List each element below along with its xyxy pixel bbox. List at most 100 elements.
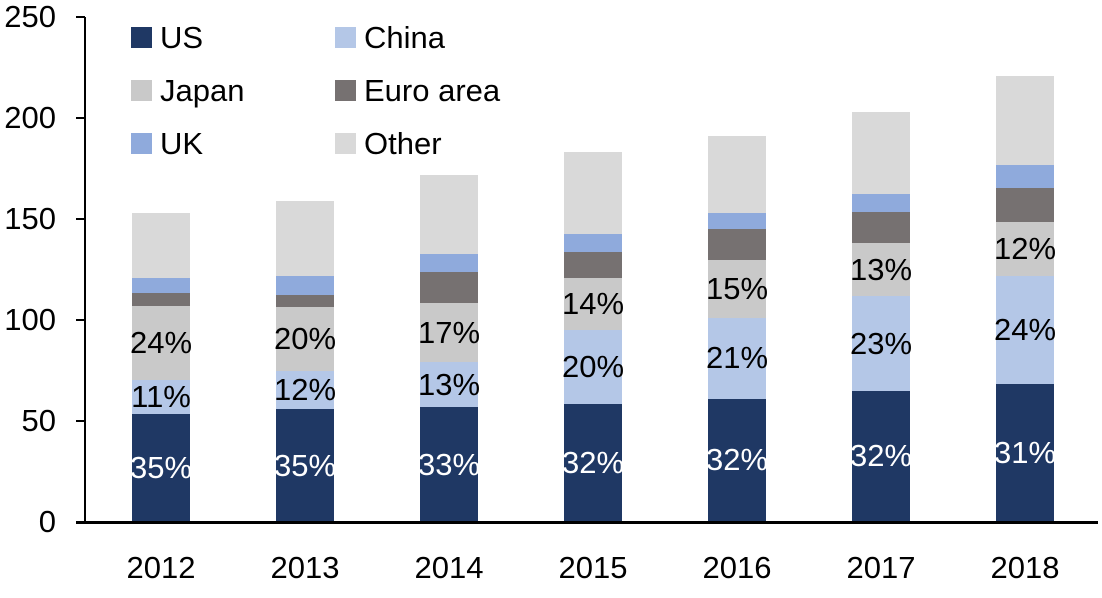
bar-segment-euro-area-2014 [420, 271, 478, 304]
x-axis-label-2017: 2017 [846, 550, 916, 585]
bar-value-label-china-2013: 12% [273, 372, 337, 408]
bar-value-label-china-2018: 24% [993, 311, 1057, 347]
x-axis-label-2014: 2014 [414, 550, 484, 585]
bar-value-label-us-2015: 32% [561, 444, 625, 480]
bar-segment-us-2012 [132, 413, 190, 522]
bar-value-label-japan-2017: 13% [849, 251, 913, 287]
bar-segment-china-2016 [708, 317, 766, 399]
y-tick-label: 150 [4, 201, 56, 236]
bar-value-label-us-2012: 35% [129, 449, 193, 485]
legend-swatch-japan [131, 80, 152, 101]
bar-segment-japan-2015 [564, 277, 622, 330]
bar-segment-uk-2018 [996, 165, 1054, 188]
bar-segment-euro-area-2013 [276, 295, 334, 307]
bar-value-label-china-2015: 20% [561, 348, 625, 384]
legend-label-china: China [364, 20, 445, 55]
bar-value-label-japan-2014: 17% [417, 314, 481, 350]
y-tick-mark [76, 117, 85, 119]
x-axis-label-2015: 2015 [558, 550, 628, 585]
bar-segment-uk-2015 [564, 233, 622, 253]
legend-swatch-us [131, 27, 152, 48]
legend-item-japan: Japan [131, 74, 335, 107]
bar-segment-other-2018 [996, 75, 1054, 166]
bar-segment-uk-2016 [708, 213, 766, 229]
legend-swatch-uk [131, 133, 152, 154]
bar-segment-other-2013 [276, 200, 334, 277]
bar-segment-china-2012 [132, 379, 190, 414]
bar-segment-us-2017 [852, 390, 910, 522]
bar-segment-euro-area-2017 [852, 212, 910, 244]
y-tick-label: 250 [4, 0, 56, 34]
bar-segment-japan-2012 [132, 305, 190, 380]
bar-segment-other-2016 [708, 136, 766, 214]
x-axis-line [76, 521, 1098, 524]
bar-value-label-china-2017: 23% [849, 325, 913, 361]
legend-label-japan: Japan [160, 73, 245, 108]
y-axis-line [84, 17, 86, 523]
bar-segment-japan-2016 [708, 259, 766, 318]
bar-segment-other-2014 [420, 174, 478, 255]
bar-segment-us-2014 [420, 407, 478, 522]
x-axis-label-2012: 2012 [126, 550, 196, 585]
x-axis-label-2018: 2018 [990, 550, 1060, 585]
bar-value-label-japan-2013: 20% [273, 320, 337, 356]
bar-segment-euro-area-2012 [132, 293, 190, 306]
bar-segment-uk-2014 [420, 254, 478, 272]
y-tick-label: 50 [21, 403, 56, 438]
bar-segment-us-2015 [564, 403, 622, 522]
bar-segment-us-2016 [708, 398, 766, 522]
y-tick-mark [76, 218, 85, 220]
bar-value-label-china-2012: 11% [131, 378, 191, 414]
y-tick-label: 0 [38, 504, 56, 539]
bar-segment-china-2017 [852, 296, 910, 391]
bar-segment-japan-2017 [852, 243, 910, 297]
bar-segment-china-2018 [996, 275, 1054, 384]
legend-item-us: US [131, 21, 335, 54]
bar-segment-other-2012 [132, 212, 190, 278]
bar-value-label-us-2016: 32% [705, 442, 769, 478]
bar-segment-euro-area-2015 [564, 252, 622, 278]
bar-value-label-china-2014: 13% [417, 366, 481, 402]
bar-value-label-us-2014: 33% [417, 446, 481, 482]
y-tick-label: 100 [4, 302, 56, 337]
bar-value-label-japan-2018: 12% [993, 230, 1057, 266]
legend-label-other: Other [364, 126, 442, 161]
bar-segment-euro-area-2018 [996, 187, 1054, 223]
bar-value-label-us-2013: 35% [273, 447, 337, 483]
bar-value-label-japan-2015: 14% [561, 285, 625, 321]
legend-item-other: Other [335, 127, 500, 160]
y-tick-label: 200 [4, 100, 56, 135]
legend-item-euro-area: Euro area [335, 74, 500, 107]
bar-segment-uk-2013 [276, 276, 334, 296]
y-tick-mark [76, 16, 85, 18]
bar-segment-china-2015 [564, 329, 622, 404]
bar-segment-china-2013 [276, 370, 334, 410]
chart-legend: US China Japan Euro area UK Other [131, 21, 500, 160]
legend-swatch-euro-area [335, 80, 356, 101]
bar-segment-japan-2018 [996, 222, 1054, 276]
bar-segment-japan-2013 [276, 306, 334, 371]
bar-segment-uk-2012 [132, 277, 190, 294]
bar-segment-other-2015 [564, 152, 622, 234]
x-axis-label-2013: 2013 [270, 550, 340, 585]
bar-segment-us-2018 [996, 383, 1054, 522]
bar-value-label-japan-2016: 15% [705, 270, 769, 306]
bar-segment-japan-2014 [420, 303, 478, 362]
bar-value-label-us-2018: 31% [993, 434, 1057, 470]
y-tick-mark [76, 319, 85, 321]
x-axis-label-2016: 2016 [702, 550, 772, 585]
bar-segment-uk-2017 [852, 193, 910, 213]
legend-swatch-china [335, 27, 356, 48]
bar-value-label-japan-2012: 24% [129, 324, 193, 360]
legend-swatch-other [335, 133, 356, 154]
bar-segment-us-2013 [276, 409, 334, 522]
legend-label-us: US [160, 20, 204, 55]
bar-segment-euro-area-2016 [708, 228, 766, 260]
y-tick-mark [76, 420, 85, 422]
bar-segment-other-2017 [852, 111, 910, 194]
bar-segment-china-2014 [420, 362, 478, 408]
legend-item-china: China [335, 21, 500, 54]
bar-value-label-us-2017: 32% [849, 438, 913, 474]
legend-label-uk: UK [160, 126, 204, 161]
